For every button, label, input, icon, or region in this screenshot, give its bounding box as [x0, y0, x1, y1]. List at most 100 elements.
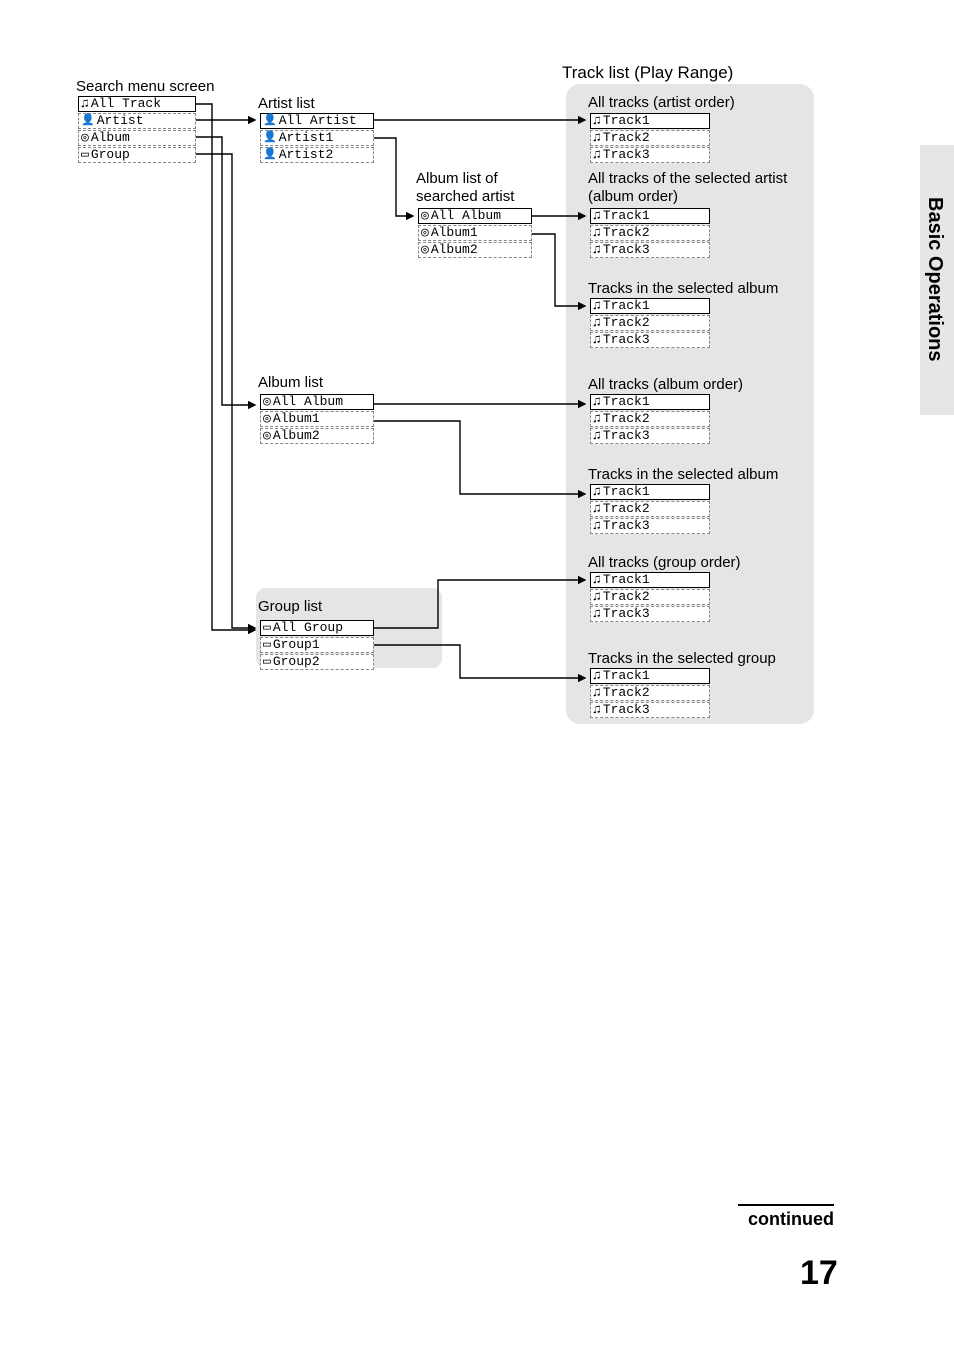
- tracks-album-sel-label-0: Track1: [603, 484, 650, 500]
- continued-label: continued: [738, 1204, 834, 1230]
- tracks-artist-all-1: ♫Track2: [590, 130, 710, 146]
- note-icon: ♫: [593, 242, 601, 258]
- tracks-group-all-label-0: Track1: [603, 572, 650, 588]
- note-icon: ♫: [593, 225, 601, 241]
- tracks-artist-album-sel-label-1: Track2: [603, 315, 650, 331]
- tracks-group-sel-2: ♫Track3: [590, 702, 710, 718]
- artist-list-item-0: 👤All Artist: [260, 113, 374, 129]
- search-menu-item-label-1: Artist: [97, 113, 144, 129]
- search-menu-item-1: 👤Artist: [78, 113, 196, 129]
- tracks-group-sel-label-2: Track3: [603, 702, 650, 718]
- artist-album-item-0: ◎All Album: [418, 208, 532, 224]
- note-icon: ♫: [593, 668, 601, 684]
- tracks-group-all-1: ♫Track2: [590, 589, 710, 605]
- group-list-item-label-0: All Group: [273, 620, 343, 636]
- note-icon: ♫: [593, 572, 601, 588]
- tracks-group-all-2: ♫Track3: [590, 606, 710, 622]
- artist-list-item-label-2: Artist2: [279, 147, 334, 163]
- note-icon: ♫: [593, 428, 601, 444]
- album-icon: ◎: [263, 394, 271, 410]
- tracks-group-sel-1: ♫Track2: [590, 685, 710, 701]
- note-icon: ♫: [593, 208, 601, 224]
- tracks-album-all-label-2: Track3: [603, 428, 650, 444]
- note-icon: ♫: [593, 130, 601, 146]
- tracks-artist-album-all-0: ♫Track1: [590, 208, 710, 224]
- search-menu-item-2: ◎Album: [78, 130, 196, 146]
- tracks-album-all-label-0: Track1: [603, 394, 650, 410]
- tracks-artist-album-all-label-2: Track3: [603, 242, 650, 258]
- tracks-artist-all-0: ♫Track1: [590, 113, 710, 129]
- artist-icon: 👤: [263, 130, 277, 146]
- note-icon: ♫: [81, 96, 89, 112]
- tracks-artist-album-sel-1: ♫Track2: [590, 315, 710, 331]
- search-menu-item-0: ♫All Track: [78, 96, 196, 112]
- album-icon: ◎: [263, 428, 271, 444]
- album-list-item-label-0: All Album: [273, 394, 343, 410]
- album-list-item-2: ◎Album2: [260, 428, 374, 444]
- group-list-item-label-1: Group1: [273, 637, 320, 653]
- tracks-artist-album-sel-label-2: Track3: [603, 332, 650, 348]
- artist-album-item-1: ◎Album1: [418, 225, 532, 241]
- tracks-artist-all-label-2: Track3: [603, 147, 650, 163]
- note-icon: ♫: [593, 685, 601, 701]
- artist-album-item-2: ◎Album2: [418, 242, 532, 258]
- artist-list-item-1: 👤Artist1: [260, 130, 374, 146]
- album-list-item-0: ◎All Album: [260, 394, 374, 410]
- artist-album-item-label-2: Album2: [431, 242, 478, 258]
- group-icon: ▭: [263, 637, 271, 653]
- note-icon: ♫: [593, 589, 601, 605]
- tracks-album-all-0: ♫Track1: [590, 394, 710, 410]
- group-icon: ▭: [263, 654, 271, 670]
- tracks-group-sel-label-1: Track2: [603, 685, 650, 701]
- group-icon: ▭: [263, 620, 271, 636]
- note-icon: ♫: [593, 394, 601, 410]
- note-icon: ♫: [593, 315, 601, 331]
- tracks-album-all-2: ♫Track3: [590, 428, 710, 444]
- tracks-album-sel-label-1: Track2: [603, 501, 650, 517]
- tracks-artist-album-all-label-0: Track1: [603, 208, 650, 224]
- note-icon: ♫: [593, 298, 601, 314]
- tracks-artist-all-label-1: Track2: [603, 130, 650, 146]
- note-icon: ♫: [593, 332, 601, 348]
- search-menu-item-label-0: All Track: [91, 96, 161, 112]
- tracks-artist-album-sel-label-0: Track1: [603, 298, 650, 314]
- note-icon: ♫: [593, 147, 601, 163]
- artist-icon: 👤: [263, 113, 277, 129]
- album-list-item-1: ◎Album1: [260, 411, 374, 427]
- note-icon: ♫: [593, 518, 601, 534]
- album-icon: ◎: [81, 130, 89, 146]
- tracks-album-all-1: ♫Track2: [590, 411, 710, 427]
- artist-icon: 👤: [263, 147, 277, 163]
- note-icon: ♫: [593, 702, 601, 718]
- album-icon: ◎: [263, 411, 271, 427]
- tracks-album-sel-1: ♫Track2: [590, 501, 710, 517]
- tracks-group-all-0: ♫Track1: [590, 572, 710, 588]
- tracks-artist-album-all-2: ♫Track3: [590, 242, 710, 258]
- note-icon: ♫: [593, 484, 601, 500]
- note-icon: ♫: [593, 113, 601, 129]
- note-icon: ♫: [593, 411, 601, 427]
- tracks-artist-album-all-label-1: Track2: [603, 225, 650, 241]
- album-list-item-label-1: Album1: [273, 411, 320, 427]
- group-list-item-2: ▭Group2: [260, 654, 374, 670]
- tracks-artist-album-sel-2: ♫Track3: [590, 332, 710, 348]
- artist-list-item-label-0: All Artist: [279, 113, 357, 129]
- tracks-album-sel-2: ♫Track3: [590, 518, 710, 534]
- tracks-album-all-label-1: Track2: [603, 411, 650, 427]
- page-number: 17: [800, 1254, 838, 1293]
- group-icon: ▭: [81, 147, 89, 163]
- group-list-item-label-2: Group2: [273, 654, 320, 670]
- album-icon: ◎: [421, 208, 429, 224]
- tracks-artist-album-sel-0: ♫Track1: [590, 298, 710, 314]
- search-menu-item-label-3: Group: [91, 147, 130, 163]
- group-list-item-0: ▭All Group: [260, 620, 374, 636]
- tracks-album-sel-label-2: Track3: [603, 518, 650, 534]
- note-icon: ♫: [593, 606, 601, 622]
- album-icon: ◎: [421, 225, 429, 241]
- tracks-artist-album-all-1: ♫Track2: [590, 225, 710, 241]
- artist-list-item-2: 👤Artist2: [260, 147, 374, 163]
- tracks-artist-all-2: ♫Track3: [590, 147, 710, 163]
- artist-list-item-label-1: Artist1: [279, 130, 334, 146]
- search-menu-item-label-2: Album: [91, 130, 130, 146]
- tracks-group-sel-label-0: Track1: [603, 668, 650, 684]
